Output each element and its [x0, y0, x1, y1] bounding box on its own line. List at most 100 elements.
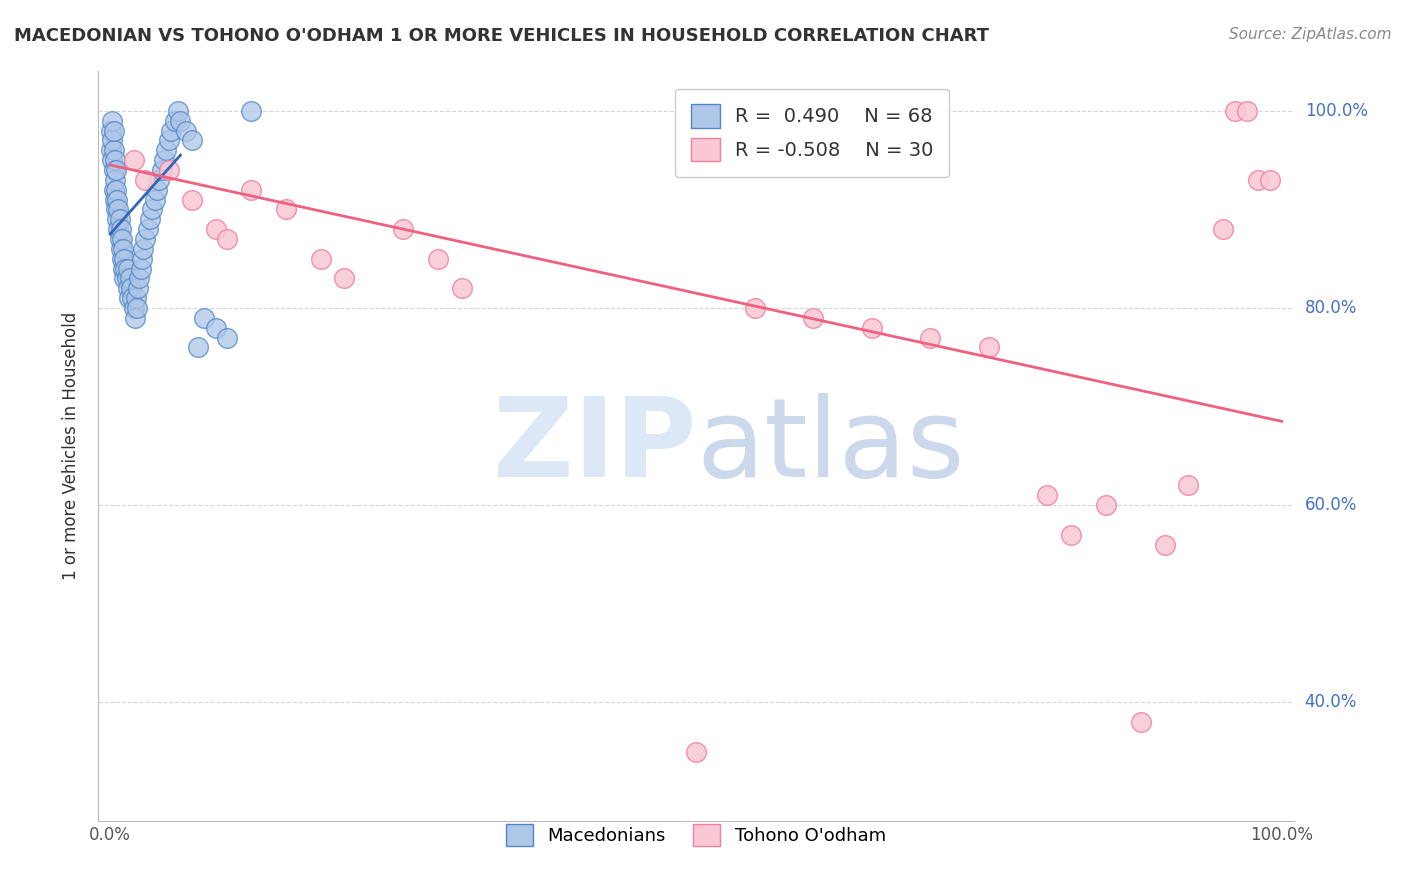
Point	[105, 193, 128, 207]
Point	[122, 301, 145, 315]
Point	[122, 153, 145, 167]
Point	[141, 202, 163, 217]
Point	[105, 202, 128, 217]
Point	[169, 113, 191, 128]
Point	[120, 281, 142, 295]
Point	[181, 193, 204, 207]
Point	[134, 173, 156, 187]
Point	[139, 212, 162, 227]
Point	[110, 222, 132, 236]
Point	[120, 271, 141, 285]
Point	[105, 212, 128, 227]
Point	[1130, 714, 1153, 729]
Point	[112, 271, 135, 285]
Point	[392, 222, 415, 236]
Point	[1036, 488, 1059, 502]
Point	[105, 183, 128, 197]
Text: Source: ZipAtlas.com: Source: ZipAtlas.com	[1229, 27, 1392, 42]
Point	[108, 212, 131, 227]
Point	[104, 173, 127, 187]
Point	[146, 183, 169, 197]
Point	[117, 281, 139, 295]
Point	[112, 252, 135, 266]
Point	[1247, 173, 1270, 187]
Point	[108, 232, 131, 246]
Text: ZIP: ZIP	[492, 392, 696, 500]
Point	[134, 232, 156, 246]
Point	[125, 291, 148, 305]
Point	[117, 261, 139, 276]
Point	[167, 103, 190, 118]
Point	[155, 143, 177, 157]
Point	[1223, 103, 1246, 118]
Point	[103, 183, 125, 197]
Point	[112, 261, 135, 276]
Point	[1153, 538, 1175, 552]
Point	[1258, 173, 1281, 187]
Point	[217, 330, 239, 344]
Point	[124, 310, 146, 325]
Point	[239, 103, 262, 118]
Point	[204, 222, 226, 236]
Point	[217, 232, 239, 246]
Point	[104, 153, 127, 167]
Point	[153, 153, 176, 167]
Point	[131, 252, 153, 266]
Point	[274, 202, 297, 217]
Point	[100, 123, 122, 137]
Point	[1095, 498, 1118, 512]
Text: 80.0%: 80.0%	[1305, 299, 1357, 317]
Point	[1060, 527, 1083, 541]
Point	[112, 242, 135, 256]
Point	[121, 291, 143, 305]
Point	[427, 252, 450, 266]
Point	[333, 271, 356, 285]
Point	[187, 340, 209, 354]
Point	[128, 271, 150, 285]
Point	[860, 320, 883, 334]
Point	[127, 301, 149, 315]
Point	[157, 133, 180, 147]
Point	[1177, 478, 1199, 492]
Point	[801, 310, 824, 325]
Point	[744, 301, 766, 315]
Text: 100.0%: 100.0%	[1305, 102, 1368, 120]
Point	[239, 183, 262, 197]
Point	[111, 232, 134, 246]
Text: 40.0%: 40.0%	[1305, 693, 1357, 711]
Point	[977, 340, 1000, 354]
Text: 60.0%: 60.0%	[1305, 496, 1357, 514]
Point	[160, 123, 183, 137]
Point	[174, 123, 197, 137]
Point	[107, 222, 129, 236]
Y-axis label: 1 or more Vehicles in Household: 1 or more Vehicles in Household	[62, 312, 80, 580]
Point	[104, 193, 127, 207]
Point	[685, 745, 707, 759]
Point	[118, 291, 141, 305]
Point	[136, 222, 159, 236]
Point	[193, 310, 215, 325]
Point	[1236, 103, 1258, 118]
Point	[103, 163, 125, 178]
Point	[127, 281, 149, 295]
Point	[132, 242, 155, 256]
Point	[204, 320, 226, 334]
Point	[101, 133, 124, 147]
Point	[920, 330, 942, 344]
Point	[111, 252, 134, 266]
Text: atlas: atlas	[696, 392, 965, 500]
Point	[103, 143, 125, 157]
Point	[105, 163, 128, 178]
Point	[107, 202, 129, 217]
Point	[163, 113, 186, 128]
Point	[309, 252, 332, 266]
Point	[101, 113, 124, 128]
Point	[148, 173, 170, 187]
Legend: Macedonians, Tohono O'odham: Macedonians, Tohono O'odham	[499, 816, 893, 853]
Point	[450, 281, 472, 295]
Point	[129, 261, 152, 276]
Text: MACEDONIAN VS TOHONO O'ODHAM 1 OR MORE VEHICLES IN HOUSEHOLD CORRELATION CHART: MACEDONIAN VS TOHONO O'ODHAM 1 OR MORE V…	[14, 27, 988, 45]
Point	[110, 242, 132, 256]
Point	[103, 123, 125, 137]
Point	[1212, 222, 1234, 236]
